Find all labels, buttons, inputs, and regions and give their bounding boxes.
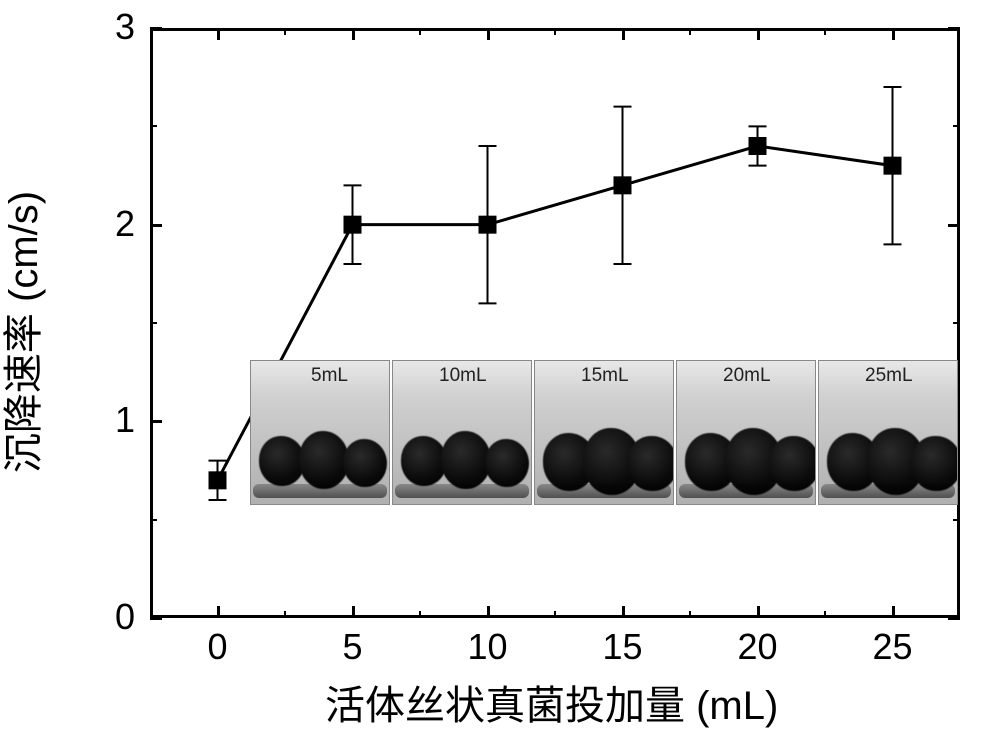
x-tick-major-top xyxy=(217,28,220,40)
x-tick-major-top xyxy=(487,28,490,40)
x-tick-minor-top xyxy=(419,28,421,35)
inset-label: 25mL xyxy=(865,365,913,387)
inset-label: 15mL xyxy=(581,365,629,387)
x-tick-label: 20 xyxy=(728,626,788,668)
x-tick-minor xyxy=(284,611,286,618)
y-tick-major-right xyxy=(948,617,960,620)
inset-bottom-shadow xyxy=(679,484,813,498)
chart-container: 沉降速率 (cm/s) 活体丝状真菌投加量 (mL) 0 1 2 3 0 5 10 15 20 2… xyxy=(0,0,1000,735)
y-tick-minor-right xyxy=(953,125,960,127)
inset-photo: 25mL xyxy=(818,360,958,505)
inset-blob xyxy=(485,439,529,487)
inset-bottom-shadow xyxy=(395,484,529,498)
y-tick-label: 2 xyxy=(95,203,135,245)
x-tick-major xyxy=(487,606,490,618)
x-tick-label: 10 xyxy=(458,626,518,668)
inset-label: 5mL xyxy=(311,365,348,387)
x-tick-major-top xyxy=(757,28,760,40)
inset-photo: 10mL xyxy=(392,360,532,505)
x-tick-minor-top xyxy=(284,28,286,35)
x-tick-minor xyxy=(419,611,421,618)
x-tick-minor-top xyxy=(824,28,826,35)
inset-bottom-shadow xyxy=(253,484,387,498)
inset-bottom-shadow xyxy=(821,484,955,498)
x-tick-major-top xyxy=(622,28,625,40)
x-tick-major-top xyxy=(352,28,355,40)
x-tick-minor xyxy=(824,611,826,618)
inset-photo: 15mL xyxy=(534,360,674,505)
y-tick-major-right xyxy=(948,224,960,227)
y-tick-label: 0 xyxy=(95,596,135,638)
inset-bottom-shadow xyxy=(537,484,671,498)
x-tick-minor-top xyxy=(689,28,691,35)
y-tick-minor-right xyxy=(953,322,960,324)
x-tick-major-top xyxy=(892,28,895,40)
inset-photo: 20mL xyxy=(676,360,816,505)
x-tick-major xyxy=(622,606,625,618)
y-tick-minor-right xyxy=(953,519,960,521)
y-tick-major xyxy=(150,420,162,423)
inset-blob xyxy=(627,436,674,491)
y-tick-label: 3 xyxy=(95,6,135,48)
inset-label: 20mL xyxy=(723,365,771,387)
inset-label: 10mL xyxy=(439,365,487,387)
y-tick-minor xyxy=(150,519,157,521)
x-tick-major xyxy=(757,606,760,618)
y-tick-minor xyxy=(150,322,157,324)
inset-blob xyxy=(911,436,958,491)
y-tick-minor xyxy=(150,125,157,127)
x-tick-minor-top xyxy=(554,28,556,35)
y-tick-label: 1 xyxy=(95,399,135,441)
y-tick-major xyxy=(150,224,162,227)
inset-blob xyxy=(343,439,387,487)
y-tick-major xyxy=(150,27,162,30)
inset-blob xyxy=(441,431,491,489)
x-tick-minor xyxy=(689,611,691,618)
x-tick-major xyxy=(217,606,220,618)
x-tick-label: 25 xyxy=(863,626,923,668)
x-tick-label: 0 xyxy=(188,626,248,668)
plot-area xyxy=(150,28,960,618)
inset-blob xyxy=(769,436,816,491)
y-tick-major xyxy=(150,617,162,620)
x-tick-major xyxy=(892,606,895,618)
x-axis-label: 活体丝状真菌投加量 (mL) xyxy=(325,673,778,731)
y-tick-major-right xyxy=(948,27,960,30)
inset-blob xyxy=(299,431,349,489)
inset-photo: 5mL xyxy=(250,360,390,505)
x-tick-minor xyxy=(554,611,556,618)
y-axis-label: 沉降速率 (cm/s) xyxy=(0,182,49,482)
x-tick-label: 15 xyxy=(593,626,653,668)
x-tick-label: 5 xyxy=(323,626,383,668)
x-tick-major xyxy=(352,606,355,618)
